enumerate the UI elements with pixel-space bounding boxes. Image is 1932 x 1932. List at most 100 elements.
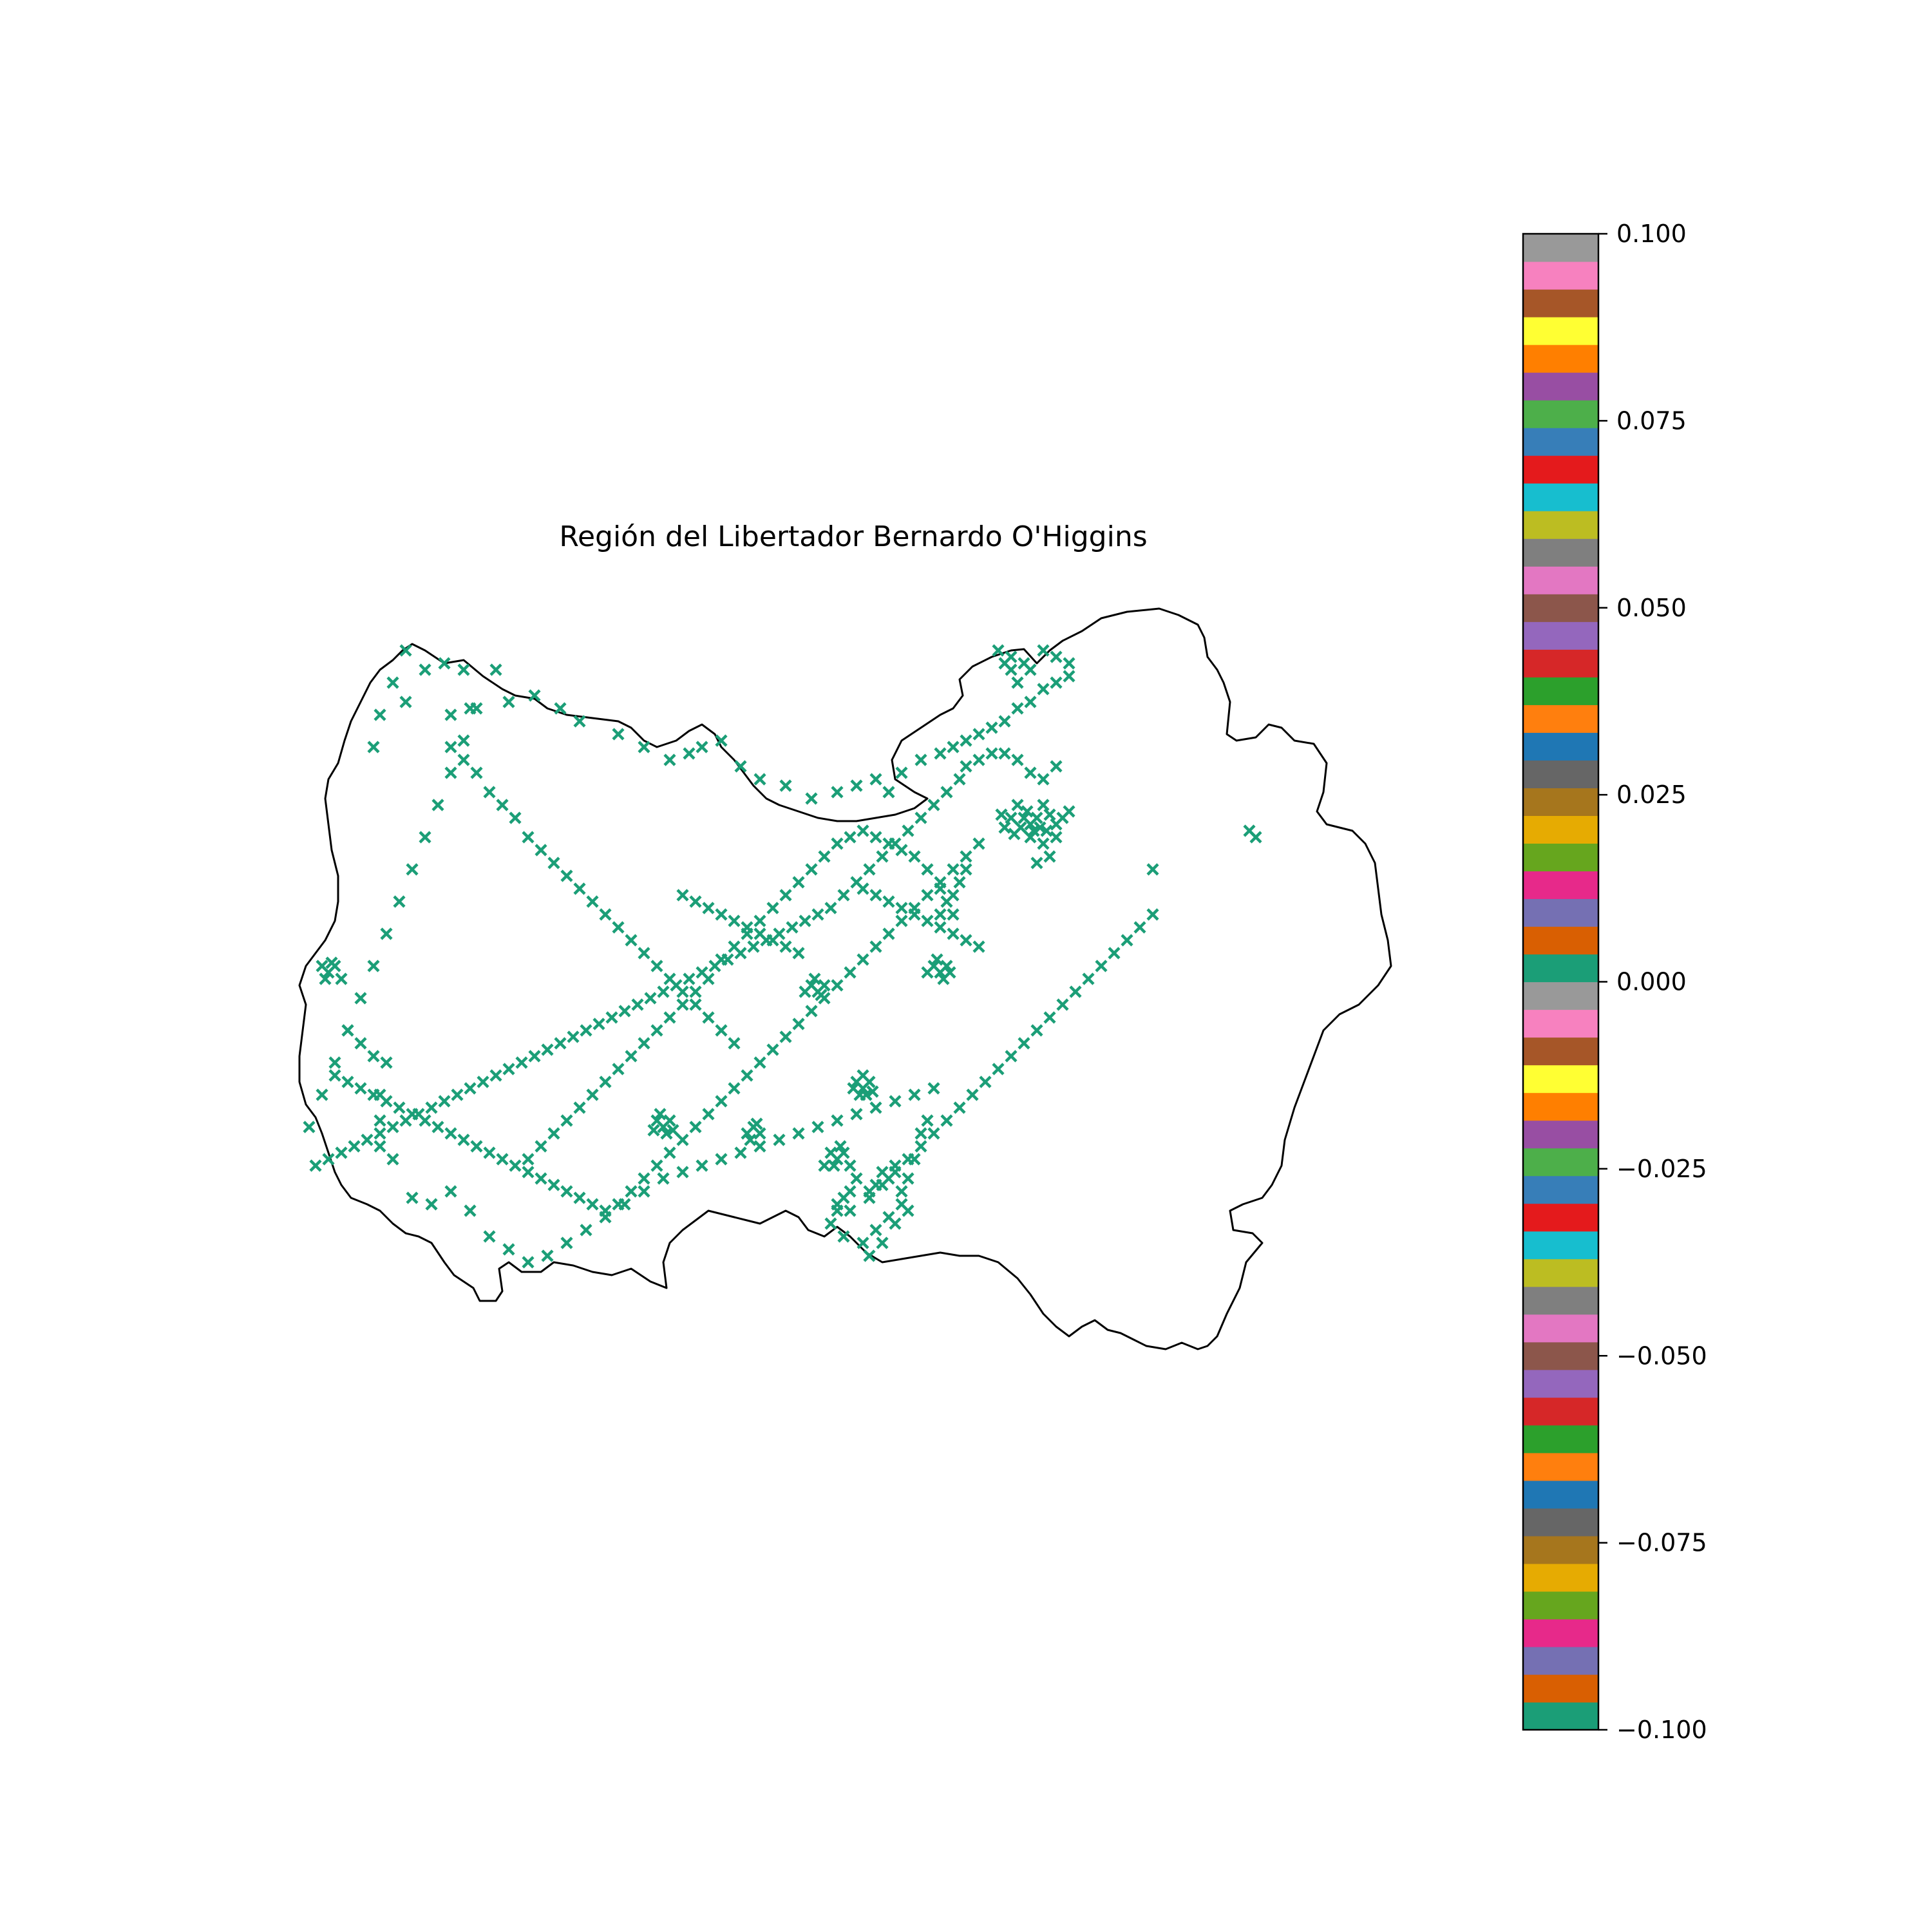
- scatter-point: [303, 1121, 316, 1133]
- scatter-point: [921, 966, 934, 979]
- colorbar-segment: [1523, 483, 1598, 511]
- scatter-point: [876, 850, 889, 863]
- scatter-point: [811, 1121, 824, 1133]
- scatter-point: [1043, 808, 1056, 821]
- scatter-point: [753, 914, 766, 927]
- colorbar-segment: [1523, 1203, 1598, 1232]
- scatter-point: [638, 1172, 650, 1185]
- colorbar-segment: [1523, 1397, 1598, 1426]
- colorbar-tick-label: −0.100: [1616, 1716, 1707, 1744]
- scatter-point: [882, 895, 895, 908]
- scatter-point: [766, 1043, 779, 1056]
- scatter-point: [667, 1124, 679, 1137]
- scatter-point: [857, 882, 869, 895]
- scatter-point: [541, 1043, 554, 1056]
- scatter-point: [805, 1005, 818, 1018]
- scatter-point: [863, 863, 876, 876]
- scatter-point: [367, 741, 380, 753]
- scatter-point: [341, 1075, 354, 1088]
- colorbar-segment: [1523, 1646, 1598, 1675]
- scatter-point: [419, 663, 431, 676]
- colorbar-segment: [1523, 1674, 1598, 1703]
- scatter-point: [940, 1114, 953, 1127]
- scatter-point: [638, 947, 650, 960]
- scatter-point: [1011, 799, 1024, 811]
- scatter-point: [998, 821, 1011, 834]
- colorbar-tick-label: −0.050: [1616, 1341, 1707, 1370]
- scatter-point: [399, 696, 412, 708]
- scatter-point: [1050, 831, 1063, 844]
- scatter-point: [972, 837, 985, 850]
- scatter-point: [1030, 857, 1043, 869]
- scatter-point: [831, 979, 844, 992]
- scatter-point: [927, 1127, 940, 1140]
- scatter-point: [1030, 1024, 1043, 1037]
- scatter-point: [992, 1063, 1005, 1075]
- scatter-point: [1034, 821, 1046, 834]
- scatter-point: [850, 779, 863, 792]
- scatter-point: [663, 1011, 676, 1024]
- scatter-point: [657, 1172, 670, 1185]
- scatter-point: [547, 857, 560, 869]
- scatter-point: [535, 844, 547, 857]
- scatter-point: [580, 1024, 592, 1037]
- scatter-point: [972, 728, 985, 741]
- scatter-point: [818, 992, 831, 1005]
- scatter-point: [406, 863, 419, 876]
- scatter-point: [1030, 811, 1043, 824]
- scatter-point: [1108, 947, 1121, 960]
- scatter-point: [895, 766, 908, 779]
- scatter-point: [431, 799, 444, 811]
- colorbar-tick-label: 0.025: [1616, 781, 1687, 809]
- scatter-point: [515, 1056, 528, 1069]
- scatter-point: [889, 1095, 902, 1108]
- scatter-point: [457, 753, 470, 766]
- scatter-point: [934, 747, 947, 760]
- scatter-point: [882, 927, 895, 940]
- colorbar-segment: [1523, 1591, 1598, 1620]
- colorbar-segment: [1523, 926, 1598, 955]
- scatter-point: [477, 1075, 489, 1088]
- scatter-point: [502, 1243, 515, 1256]
- region-outline: [298, 607, 1392, 1350]
- scatter-point: [869, 889, 882, 902]
- scatter-point: [676, 985, 689, 998]
- colorbar-segment: [1523, 871, 1598, 900]
- scatter-point: [914, 811, 927, 824]
- scatter-point: [863, 1249, 876, 1262]
- scatter-point: [341, 1024, 354, 1037]
- scatter-point: [386, 676, 399, 689]
- scatter-point: [908, 1088, 921, 1101]
- colorbar-segment: [1523, 1425, 1598, 1454]
- scatter-point: [496, 1153, 509, 1166]
- scatter-point: [689, 998, 702, 1011]
- scatter-point: [541, 1249, 554, 1262]
- scatter-point: [844, 966, 857, 979]
- colorbar-segment: [1523, 621, 1598, 650]
- scatter-point: [612, 921, 625, 934]
- scatter-point: [750, 1117, 763, 1130]
- scatter-point: [1024, 766, 1037, 779]
- scatter-point: [1069, 985, 1082, 998]
- scatter-point: [683, 747, 696, 760]
- scatter-point: [921, 889, 934, 902]
- scatter-point: [792, 947, 805, 960]
- colorbar-segment: [1523, 261, 1598, 290]
- scatter-point: [457, 1133, 470, 1146]
- scatter-point: [940, 960, 953, 972]
- scatter-point: [947, 908, 960, 921]
- scatter-point: [857, 953, 869, 966]
- scatter-point: [702, 1108, 715, 1121]
- scatter-point: [914, 753, 927, 766]
- colorbar-tick-label: −0.025: [1616, 1155, 1707, 1183]
- scatter-point: [325, 956, 338, 969]
- scatter-point: [483, 786, 496, 799]
- scatter-point: [1121, 934, 1133, 947]
- scatter-point: [1050, 676, 1063, 689]
- scatter-point: [1040, 824, 1053, 837]
- scatter-point: [406, 1191, 419, 1204]
- scatter-point: [857, 824, 869, 837]
- scatter-point: [992, 644, 1005, 657]
- scatter-point: [715, 1024, 728, 1037]
- scatter-point: [586, 895, 599, 908]
